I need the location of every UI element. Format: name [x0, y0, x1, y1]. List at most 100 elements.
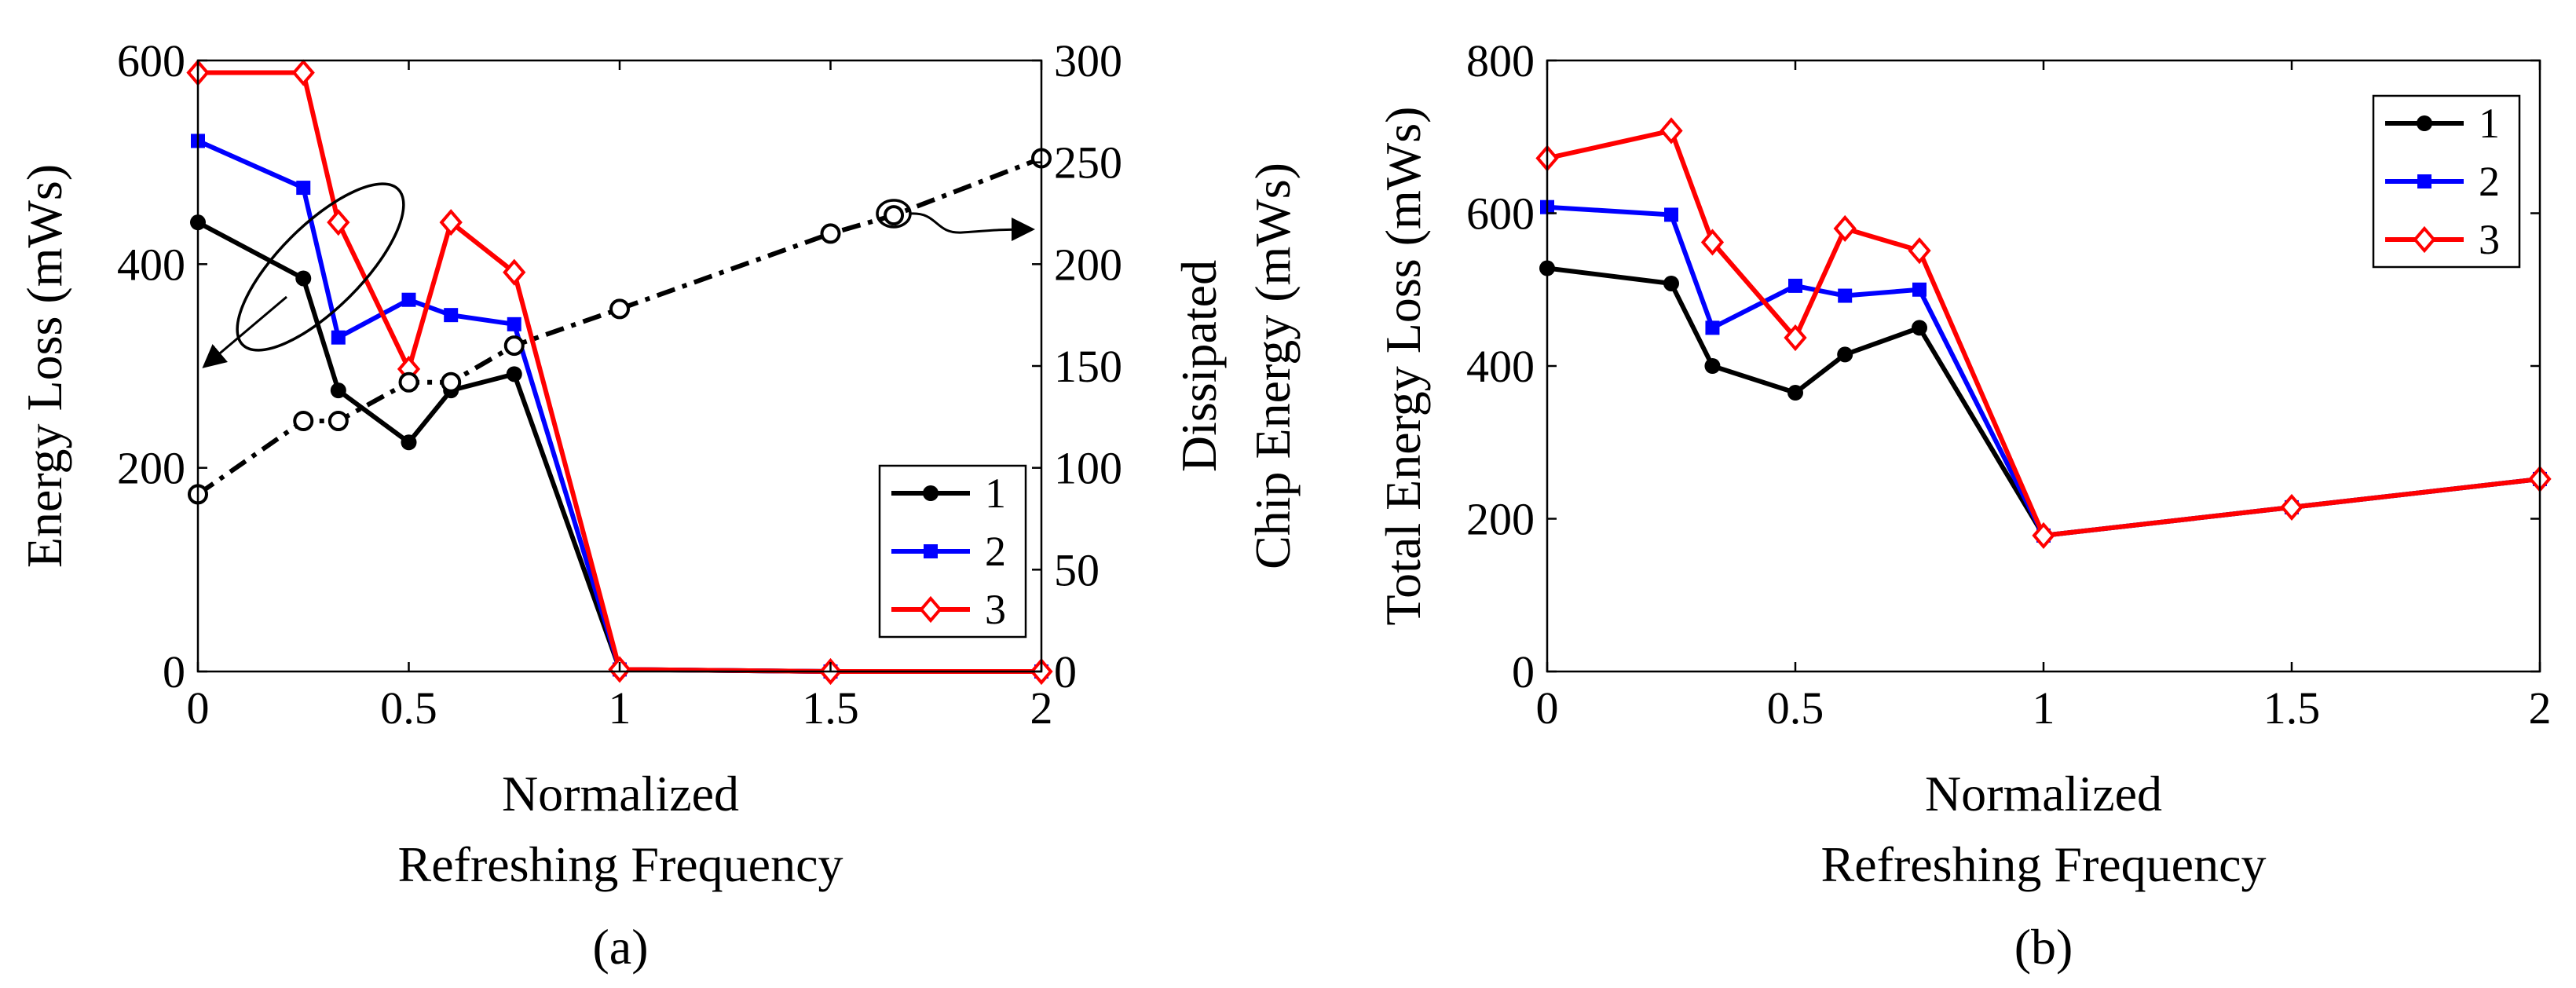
a-legend: 1 2 3: [878, 464, 1027, 639]
a-series-1-point-3: [401, 434, 417, 451]
b-series-3-point-2: [1700, 229, 1725, 256]
a-xtick-label-4: 2: [1030, 682, 1053, 734]
a-y2tick-label-1: 50: [1054, 544, 1100, 595]
a-series-1-point-5: [506, 366, 522, 382]
a-series-3-point-5: [503, 258, 526, 286]
b-series-layer: [1535, 117, 2552, 549]
a-series-2-point-1: [296, 181, 311, 196]
b-ytick-tick-label-4: 800: [1466, 35, 1535, 86]
a-y2tick-label-0: 0: [1054, 646, 1077, 697]
a-dissipated-point-3: [398, 371, 419, 393]
a-dissipated-point-4: [441, 371, 462, 393]
a-series-3-point-1: [291, 59, 315, 86]
b-series-3-point-4: [1833, 214, 1857, 243]
a-xtick-label-0: 0: [187, 682, 210, 734]
a-ylabel: Energy Loss (mWs): [16, 164, 72, 568]
a-xtick-label-1: 0.5: [380, 682, 437, 734]
panel-b: 0 0.5 1 1.5 2 0 200 400 600 800 Normalized Refre…: [1375, 35, 2552, 975]
b-xtick-label-2: 1: [2033, 682, 2055, 734]
a-y2label-line2: Chip Energy (mWs): [1245, 163, 1301, 569]
a-xtick-label-3: 1.5: [802, 682, 859, 734]
b-series-3-point-3: [1784, 324, 1807, 352]
a-ytick-tick-label-2: 400: [117, 239, 185, 290]
b-series-2-point-3: [1788, 278, 1802, 293]
b-ytick-tick-label-2: 400: [1466, 341, 1535, 392]
a-caption: (a): [592, 919, 648, 975]
a-y2tick-label-3: 150: [1054, 341, 1122, 392]
b-ytick-tick-label-1: 200: [1466, 494, 1535, 545]
a-dissipated-point-6: [609, 298, 630, 320]
a-yaxis-right: 0 50 100 150 200 250 300: [1032, 35, 1122, 697]
b-series-3-point-1: [1659, 117, 1683, 145]
a-y2tick-label-5: 250: [1054, 137, 1122, 188]
b-legend-marker-2: [2417, 174, 2431, 188]
a-dissipated-point-2: [327, 411, 349, 432]
a-y2tick-label-4: 200: [1054, 239, 1122, 290]
b-series-3-point-5: [1908, 237, 1931, 265]
a-y2label-line1: Dissipated: [1171, 260, 1227, 472]
a-series-1-point-2: [330, 382, 346, 399]
b-xlabel-line1: Normalized: [1925, 766, 2162, 822]
b-series-3-point-6: [2032, 521, 2055, 549]
a-dissipated-point-5: [503, 335, 525, 357]
b-ytick-tick-label-0: 0: [1512, 646, 1535, 697]
a-dissipated-point-8: [884, 205, 905, 226]
b-yaxis: 0 200 400 600 800: [1466, 35, 2540, 697]
b-series-1-point-5: [1912, 320, 1927, 336]
a-dissipated-point-1: [293, 411, 314, 432]
b-caption: (b): [2014, 919, 2073, 975]
b-legend-label-1: 1: [2479, 100, 2500, 147]
a-y2tick-label-2: 100: [1054, 443, 1122, 494]
b-ylabel: Total Energy Loss (mWs): [1375, 107, 1431, 626]
a-ytick-tick-label-3: 600: [117, 35, 185, 86]
a-dissipated-line: [196, 156, 1043, 496]
b-legend-label-3: 3: [2479, 216, 2500, 263]
a-dissipated-point-7: [820, 223, 841, 244]
a-series-2-point-3: [401, 292, 416, 307]
b-series-1-point-3: [1787, 385, 1803, 401]
a-legend-marker-1: [923, 485, 939, 501]
a-xlabel-line1: Normalized: [502, 766, 739, 822]
b-xaxis: 0 0.5 1 1.5 2: [1536, 60, 2552, 734]
b-series-1-point-2: [1704, 358, 1721, 374]
b-xtick-label-0: 0: [1536, 682, 1559, 734]
b-xtick-label-1: 0.5: [1767, 682, 1824, 734]
a-yaxis-left: 0 200 400 600: [117, 35, 207, 697]
a-annotation-arrow-left: [202, 295, 287, 368]
b-legend-marker-1: [2417, 115, 2432, 131]
a-series-3-point-4: [439, 209, 463, 236]
a-xtick-label-2: 1: [609, 682, 631, 734]
a-legend-marker-3: [919, 595, 942, 624]
b-series-2-point-2: [1705, 320, 1720, 335]
a-series-2-point-2: [331, 330, 346, 345]
a-xlabel-line2: Refreshing Frequency: [398, 836, 843, 892]
a-legend-label-3: 3: [985, 586, 1006, 633]
b-legend-label-2: 2: [2479, 158, 2500, 205]
a-series-3-point-2: [327, 209, 350, 236]
a-series-2-point-4: [444, 308, 459, 323]
b-series-1-point-4: [1837, 346, 1853, 363]
b-xtick-label-4: 2: [2529, 682, 2552, 734]
a-y2tick-label-6: 300: [1054, 35, 1122, 86]
b-series-1-point-1: [1663, 275, 1679, 291]
a-annotation-arrow-right: [909, 212, 1035, 242]
b-legend-marker-3: [2413, 225, 2436, 254]
b-xtick-label-3: 1.5: [2263, 682, 2321, 734]
b-series-2-point-4: [1838, 288, 1853, 303]
b-series-3-point-7: [2280, 493, 2303, 521]
b-ytick-tick-label-3: 600: [1466, 188, 1535, 240]
a-legend-label-1: 1: [985, 470, 1006, 517]
b-xlabel-line2: Refreshing Frequency: [1821, 836, 2267, 892]
a-legend-label-2: 2: [985, 528, 1006, 575]
a-ytick-tick-label-0: 0: [163, 646, 185, 697]
b-series-2-point-1: [1664, 207, 1678, 222]
a-legend-marker-2: [924, 544, 938, 558]
a-xaxis: 0 0.5 1 1.5 2: [187, 60, 1053, 734]
a-series-1-point-1: [295, 270, 312, 287]
b-series-2-point-5: [1912, 282, 1927, 297]
a-series-2-point-5: [507, 317, 521, 331]
a-annotation-ellipse: [236, 182, 405, 352]
a-ytick-tick-label-1: 200: [117, 443, 185, 494]
